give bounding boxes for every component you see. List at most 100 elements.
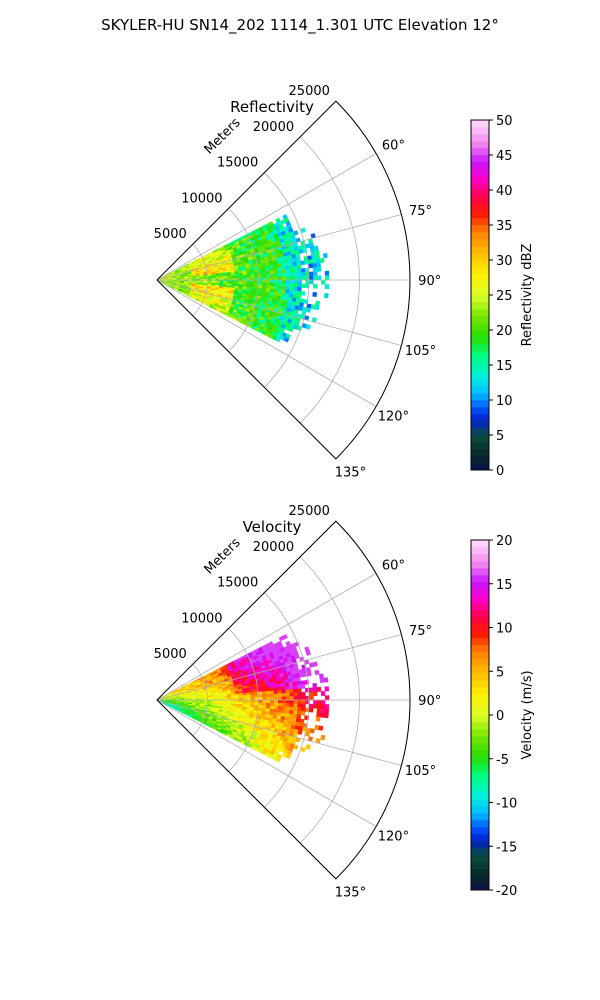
radar-gate <box>319 677 325 684</box>
radar-gate <box>277 276 283 281</box>
radar-gate <box>289 272 295 277</box>
radar-gate <box>274 699 279 704</box>
colorbar-tick-label: -5 <box>496 753 509 768</box>
colorbar-tick-label: 20 <box>496 324 513 339</box>
radar-gate <box>266 693 271 698</box>
radar-gate <box>297 696 302 701</box>
colorbar-swatch <box>471 281 489 289</box>
radar-gate <box>305 744 311 750</box>
radar-gate <box>273 702 279 707</box>
radar-gate <box>306 671 312 677</box>
colorbar-tick-label: 15 <box>496 359 513 374</box>
radar-gate <box>312 263 318 268</box>
colorbar-swatch <box>471 386 489 394</box>
radar-gate <box>316 708 322 714</box>
radar-gate <box>293 276 298 281</box>
radar-gate <box>281 269 287 274</box>
radar-gate <box>262 282 267 286</box>
radar-gate <box>289 706 294 711</box>
radar-gate <box>273 687 279 692</box>
radar-gate <box>316 686 322 692</box>
colorbar-swatch <box>471 778 489 786</box>
colorbar-swatch <box>471 190 489 198</box>
colorbar-swatch <box>471 358 489 366</box>
colorbar-swatch <box>471 162 489 170</box>
colorbar-tick-label: 35 <box>496 219 513 234</box>
colorbar-swatch <box>471 400 489 408</box>
radar-gate <box>261 268 267 272</box>
radar-gate <box>258 282 263 286</box>
radar-gate <box>293 230 299 236</box>
colorbar-swatch <box>471 260 489 268</box>
colorbar-swatch <box>471 253 489 261</box>
radar-gate <box>242 275 248 278</box>
colorbar-swatch <box>471 820 489 828</box>
radar-gate <box>262 696 267 701</box>
radar-gate <box>297 729 303 735</box>
radial-tick-label: 25000 <box>289 84 330 99</box>
radar-gate <box>277 686 282 691</box>
radar-gate <box>312 703 318 709</box>
radar-gate <box>295 257 301 262</box>
radar-gate <box>307 259 313 265</box>
colorbar-swatch <box>471 456 489 464</box>
colorbar-swatch <box>471 547 489 555</box>
radar-gate <box>301 268 306 273</box>
colorbar-tick-label: 10 <box>496 394 513 409</box>
colorbar-swatch <box>471 295 489 303</box>
radar-gate <box>246 274 252 278</box>
colorbar-swatch <box>471 701 489 709</box>
radar-gate <box>285 289 290 295</box>
radar-gate <box>274 276 279 281</box>
radar-gate <box>309 279 314 285</box>
colorbar-swatch <box>471 337 489 345</box>
radar-gate <box>323 292 329 299</box>
radar-gate <box>250 274 255 278</box>
radar-gate <box>250 694 255 698</box>
colorbar-swatch <box>471 288 489 296</box>
colorbar-swatch <box>471 862 489 870</box>
radar-gate <box>312 661 318 667</box>
colorbar-swatch <box>471 225 489 233</box>
colorbar-swatch <box>471 463 489 471</box>
radar-gate <box>285 689 290 694</box>
radar-gate <box>285 286 290 291</box>
radar-gate <box>320 690 326 696</box>
radar-gate <box>250 702 255 706</box>
radar-gate <box>265 285 271 290</box>
radar-gate <box>223 696 228 699</box>
radar-gate <box>297 692 302 697</box>
radar-gate <box>281 266 286 271</box>
radar-gate <box>288 265 294 270</box>
radar-gate <box>262 279 267 284</box>
radial-tick-label: 15000 <box>217 576 258 591</box>
radar-gate <box>283 336 290 343</box>
radar-gate <box>297 276 302 281</box>
azimuth-tick-label: 90° <box>418 694 441 709</box>
radar-gate <box>234 695 240 699</box>
radar-gate <box>262 285 267 289</box>
colorbar-swatch <box>471 309 489 317</box>
azimuth-tick-label: 105° <box>405 764 436 779</box>
radar-gate <box>293 688 298 694</box>
colorbar-swatch <box>471 813 489 821</box>
radar-gate <box>277 699 283 704</box>
radar-gate <box>277 286 283 291</box>
colorbar-swatch <box>471 316 489 324</box>
radar-gate <box>266 276 271 281</box>
radar-gate <box>293 696 298 701</box>
radar-gate <box>301 703 306 708</box>
radar-gate <box>261 688 267 692</box>
azimuth-tick-label: 105° <box>405 344 436 359</box>
azimuth-gridline <box>156 153 377 281</box>
colorbar-tick-label: -20 <box>496 884 517 899</box>
radar-gate <box>285 696 291 701</box>
radar-gate <box>316 712 321 718</box>
colorbar-swatch <box>471 372 489 380</box>
radar-gate <box>265 690 271 695</box>
velocity-grid <box>156 520 411 880</box>
colorbar-tick-label: 0 <box>496 464 504 479</box>
radar-gate <box>266 696 271 701</box>
radar-gate <box>269 690 275 695</box>
radar-gate <box>281 709 286 714</box>
